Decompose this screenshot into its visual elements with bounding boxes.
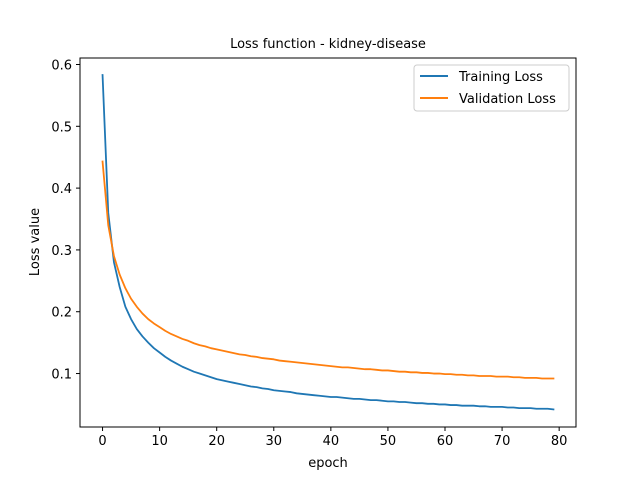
x-tick-label: 70 [494, 434, 511, 449]
series-layer [101, 74, 555, 411]
y-axis-title: Loss value [28, 208, 43, 276]
series-line-validation-loss [101, 160, 555, 380]
chart-title: Loss function - kidney-disease [230, 37, 426, 52]
x-tick-label: 50 [380, 434, 397, 449]
x-tick-label: 60 [437, 434, 454, 449]
x-tick-label: 20 [208, 434, 225, 449]
y-tick-label: 0.4 [51, 182, 72, 197]
legend-label-validation-loss: Validation Loss [459, 92, 556, 107]
series-line-training-loss [101, 74, 555, 411]
x-axis: 0 10 20 30 40 50 60 70 80 [98, 427, 567, 449]
legend-box [413, 64, 570, 112]
x-tick-label: 40 [323, 434, 340, 449]
y-tick-label: 0.1 [51, 368, 72, 383]
x-tick-label: 0 [98, 434, 106, 449]
x-axis-title: epoch [308, 456, 348, 471]
y-tick-label: 0.3 [51, 244, 72, 259]
x-tick-label: 80 [551, 434, 568, 449]
y-tick-label: 0.5 [51, 120, 72, 135]
y-axis: 0.1 0.2 0.3 0.4 0.5 0.6 [51, 58, 80, 383]
y-tick-label: 0.6 [51, 58, 72, 73]
plot-frame [79, 57, 577, 428]
x-tick-label: 10 [151, 434, 168, 449]
legend: Training Loss Validation Loss [413, 64, 570, 112]
x-tick-label: 30 [266, 434, 283, 449]
legend-label-training-loss: Training Loss [458, 70, 543, 85]
y-tick-label: 0.2 [51, 306, 72, 321]
